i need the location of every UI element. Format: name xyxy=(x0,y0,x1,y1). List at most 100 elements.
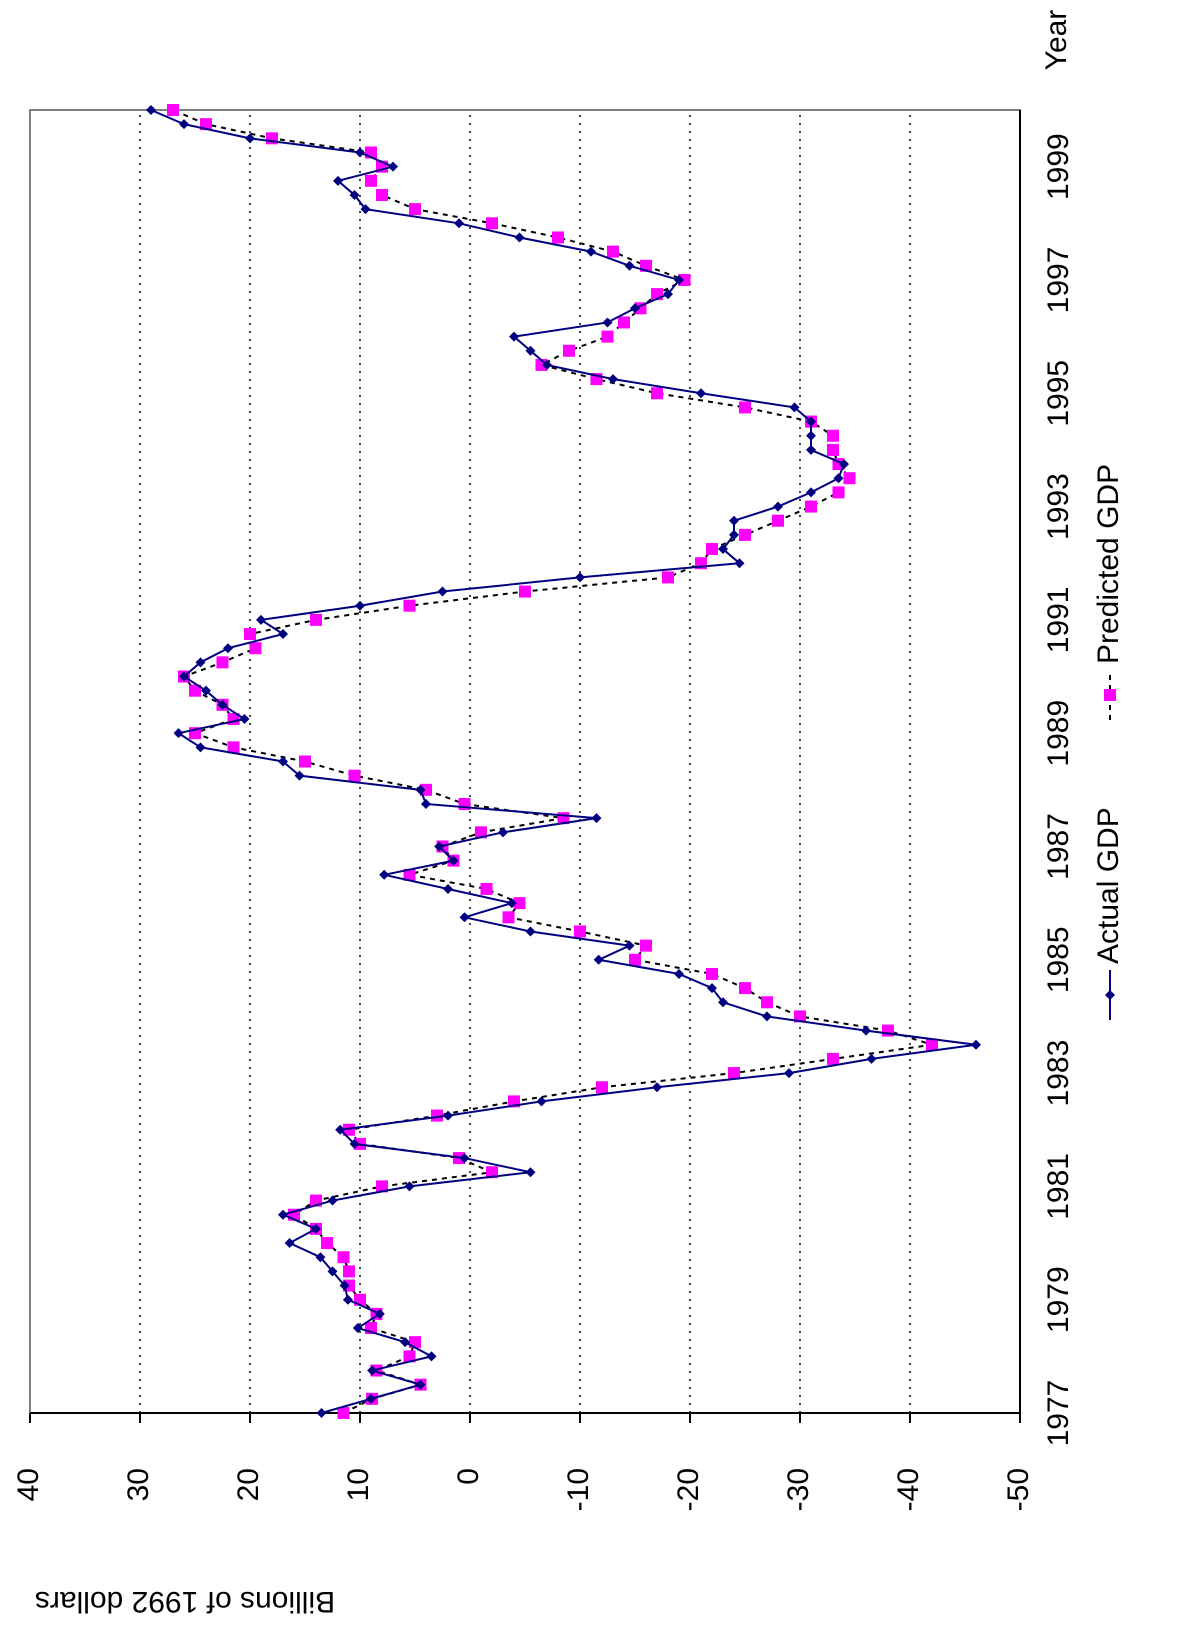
point xyxy=(729,515,739,526)
y-tick-label: 30 xyxy=(122,1468,155,1501)
point xyxy=(542,359,552,370)
legend-marker xyxy=(1105,990,1115,1000)
point xyxy=(663,289,673,300)
point xyxy=(278,756,288,767)
point xyxy=(513,897,526,910)
point xyxy=(926,1038,938,1051)
point xyxy=(662,571,674,584)
point xyxy=(278,1209,288,1220)
point xyxy=(443,1110,453,1121)
point xyxy=(762,1011,772,1022)
point xyxy=(624,260,635,271)
point xyxy=(706,543,718,556)
point xyxy=(734,558,745,569)
point xyxy=(426,1351,437,1362)
point xyxy=(833,473,844,484)
y-tick-label: -20 xyxy=(672,1468,705,1511)
point xyxy=(607,245,619,258)
point xyxy=(593,954,604,965)
point xyxy=(674,968,684,979)
point xyxy=(608,374,618,385)
point xyxy=(575,572,585,583)
point xyxy=(415,784,426,795)
point xyxy=(772,514,784,527)
point xyxy=(245,133,255,144)
point xyxy=(773,501,783,512)
point xyxy=(843,472,856,485)
point xyxy=(861,1025,871,1036)
point xyxy=(718,997,728,1008)
point xyxy=(839,459,849,470)
point xyxy=(216,656,229,669)
point xyxy=(552,231,564,244)
point xyxy=(367,1365,378,1376)
point xyxy=(403,599,416,612)
point xyxy=(409,203,421,216)
point xyxy=(146,105,156,115)
point xyxy=(327,1266,338,1277)
point xyxy=(525,345,536,356)
point xyxy=(602,317,613,328)
point xyxy=(502,911,515,924)
chart-body: Billions of 1992 dollars Year -50 -40 -30 -… xyxy=(12,10,1125,1618)
point xyxy=(729,529,739,540)
point xyxy=(519,585,531,598)
point xyxy=(728,1067,740,1080)
point xyxy=(337,1251,350,1264)
point xyxy=(249,642,262,655)
point xyxy=(586,246,596,257)
point xyxy=(971,1039,981,1050)
y-axis-title: Billions of 1992 dollars xyxy=(35,1585,335,1618)
point xyxy=(321,1237,333,1250)
point xyxy=(454,218,464,229)
x-tick-label: 1999 xyxy=(1042,133,1075,200)
point xyxy=(311,1223,321,1234)
point xyxy=(388,161,398,172)
point xyxy=(739,528,751,541)
point xyxy=(284,1238,295,1249)
point xyxy=(379,869,390,880)
point xyxy=(596,1081,608,1094)
legend-marker xyxy=(1104,689,1116,701)
point xyxy=(706,967,718,980)
point xyxy=(333,175,343,186)
x-tick-label: 1991 xyxy=(1042,586,1075,653)
x-tick-label: 1987 xyxy=(1042,813,1075,880)
point xyxy=(420,783,432,796)
point xyxy=(404,1181,415,1192)
point xyxy=(167,104,179,116)
point xyxy=(624,940,635,951)
point xyxy=(806,487,816,498)
x-tick-label: 1995 xyxy=(1042,360,1075,427)
point xyxy=(437,586,448,597)
point xyxy=(739,401,751,414)
point xyxy=(217,699,228,710)
point xyxy=(509,331,519,342)
x-tick-label: 1981 xyxy=(1042,1153,1075,1220)
point xyxy=(652,1082,662,1093)
point xyxy=(827,1052,839,1065)
point xyxy=(525,1167,536,1178)
x-tick-label: 1985 xyxy=(1042,926,1075,993)
point xyxy=(805,500,817,513)
point xyxy=(403,868,416,881)
point xyxy=(189,684,201,697)
point xyxy=(355,147,365,158)
point xyxy=(339,1280,350,1291)
point xyxy=(651,387,663,400)
point xyxy=(239,714,250,725)
point xyxy=(349,189,360,200)
point xyxy=(403,1350,416,1363)
point xyxy=(366,1393,376,1404)
y-tick-label: -40 xyxy=(892,1468,925,1511)
point xyxy=(486,217,498,230)
point xyxy=(256,614,266,625)
point xyxy=(365,174,377,187)
point xyxy=(360,204,371,215)
y-tick-label: 40 xyxy=(12,1468,45,1501)
point xyxy=(348,769,361,782)
x-tick-label: 1983 xyxy=(1042,1040,1075,1107)
point xyxy=(563,344,575,357)
y-tick-label: 0 xyxy=(452,1468,485,1485)
